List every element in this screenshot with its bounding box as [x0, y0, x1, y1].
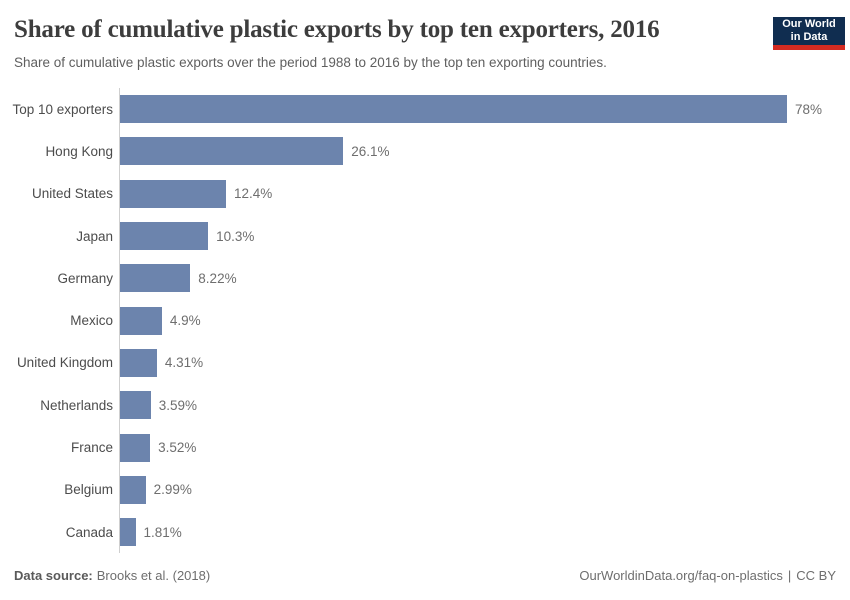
page-title: Share of cumulative plastic exports by t…	[14, 16, 660, 43]
plot-row: 12.4%	[119, 172, 836, 215]
plot-row: 10.3%	[119, 214, 836, 258]
page-subtitle: Share of cumulative plastic exports over…	[14, 55, 607, 70]
data-source-label: Data source:	[14, 568, 93, 583]
footer-separator: |	[787, 568, 792, 583]
bar-row: Hong Kong 26.1%	[0, 130, 836, 173]
logo-text-line1: Our World	[782, 17, 836, 30]
bar-value-label: 4.31%	[164, 355, 204, 371]
bar-chart: Top 10 exporters 78% Hong Kong 26.1% United …	[0, 88, 836, 554]
category-label: Canada	[65, 524, 113, 540]
bar	[120, 222, 209, 251]
bar	[120, 137, 344, 166]
bar-value-label: 26.1%	[351, 143, 390, 159]
logo-text-line2: in Data	[790, 31, 828, 43]
bar-value-label: 1.81%	[143, 524, 182, 540]
plot-row: 8.22%	[119, 257, 836, 300]
bar-row: United States 12.4%	[0, 172, 836, 215]
data-source: Data source: Brooks et al. (2018)	[14, 568, 210, 583]
category-label: Japan	[76, 228, 113, 244]
bar-row: Netherlands 3.59%	[0, 384, 836, 427]
plot-row: 1.81%	[119, 510, 836, 554]
plot-row: 26.1%	[119, 130, 836, 173]
category-label: Belgium	[64, 482, 113, 498]
category-label: France	[70, 440, 113, 456]
plot-row: 2.99%	[119, 468, 836, 511]
category-label: Netherlands	[40, 397, 113, 413]
footer-link[interactable]: OurWorldinData.org/faq-on-plastics	[579, 568, 783, 583]
plot-row: 4.9%	[119, 299, 836, 342]
bar-row: United Kingdom 4.31%	[0, 341, 836, 385]
bar	[120, 306, 162, 335]
bar-value-label: 3.59%	[158, 397, 197, 413]
bar-row: Canada 1.81%	[0, 510, 836, 554]
category-label: Top 10 exporters	[12, 101, 113, 117]
bar-row: Top 10 exporters 78%	[0, 88, 836, 131]
license-label: CC BY	[796, 568, 836, 583]
bar-value-label: 4.9%	[169, 313, 201, 329]
bar-row: France 3.52%	[0, 426, 836, 469]
category-label: Mexico	[70, 313, 113, 329]
plot-row: 4.31%	[119, 341, 836, 385]
bar-rows: Top 10 exporters 78% Hong Kong 26.1% United …	[0, 88, 836, 554]
bar-row: Germany 8.22%	[0, 257, 836, 300]
plot-row: 3.59%	[119, 384, 836, 427]
bar-value-label: 78%	[795, 101, 823, 117]
bar-value-label: 2.99%	[153, 482, 192, 498]
bar	[120, 348, 157, 377]
bar	[120, 475, 146, 504]
bar-row: Mexico 4.9%	[0, 299, 836, 342]
bar-row: Belgium 2.99%	[0, 468, 836, 511]
bar-row: Japan 10.3%	[0, 214, 836, 258]
bar-value-label: 8.22%	[198, 270, 237, 286]
bar	[120, 391, 151, 420]
bar	[120, 179, 226, 208]
footer-attribution: OurWorldinData.org/faq-on-plastics | CC BY	[579, 568, 836, 583]
category-label: United States	[31, 186, 113, 202]
bar	[120, 95, 787, 124]
bar-value-label: 3.52%	[158, 440, 197, 456]
bar-value-label: 10.3%	[216, 228, 255, 244]
bar	[120, 518, 136, 547]
category-label: Hong Kong	[45, 143, 113, 159]
bar-value-label: 12.4%	[234, 186, 273, 202]
owid-logo: Our World in Data	[773, 17, 845, 50]
data-source-text: Brooks et al. (2018)	[96, 568, 211, 583]
bar	[120, 433, 151, 462]
plot-row: 78%	[119, 88, 836, 131]
bar	[120, 264, 191, 293]
category-label: United Kingdom	[16, 355, 113, 371]
category-label: Germany	[57, 270, 113, 286]
plot-row: 3.52%	[119, 426, 836, 469]
